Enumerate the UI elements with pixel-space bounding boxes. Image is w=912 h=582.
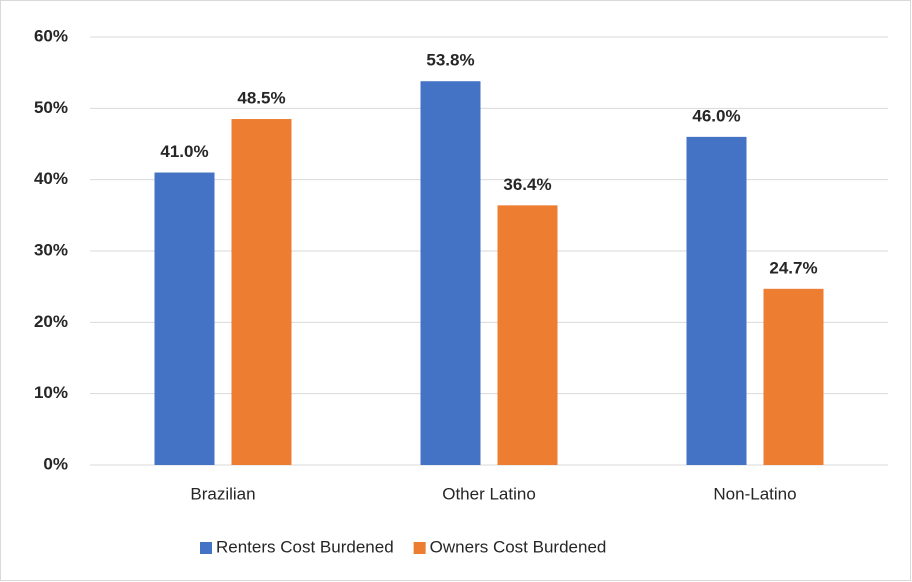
legend-label: Owners Cost Burdened	[430, 537, 607, 556]
bar	[686, 136, 747, 465]
y-tick-label: 0%	[43, 454, 68, 473]
bar	[497, 205, 558, 465]
bar	[231, 119, 292, 466]
y-tick-label: 30%	[34, 240, 68, 259]
y-tick-label: 60%	[34, 26, 68, 45]
data-label: 41.0%	[160, 142, 208, 161]
data-label: 53.8%	[426, 51, 474, 70]
legend-label: Renters Cost Burdened	[216, 537, 394, 556]
bar	[154, 172, 215, 466]
x-tick-label: Brazilian	[190, 484, 255, 503]
data-label: 48.5%	[237, 89, 285, 108]
data-label: 24.7%	[769, 258, 817, 277]
y-tick-label: 20%	[34, 312, 68, 331]
data-label: 46.0%	[692, 106, 740, 125]
y-tick-label: 50%	[34, 98, 68, 117]
bar	[420, 81, 481, 465]
y-tick-label: 10%	[34, 383, 68, 402]
x-tick-label: Non-Latino	[713, 484, 796, 503]
data-label: 36.4%	[503, 175, 551, 194]
legend-swatch	[200, 542, 212, 554]
y-tick-label: 40%	[34, 169, 68, 188]
legend-swatch	[413, 542, 426, 554]
x-tick-label: Other Latino	[442, 484, 536, 503]
bar	[763, 288, 824, 465]
